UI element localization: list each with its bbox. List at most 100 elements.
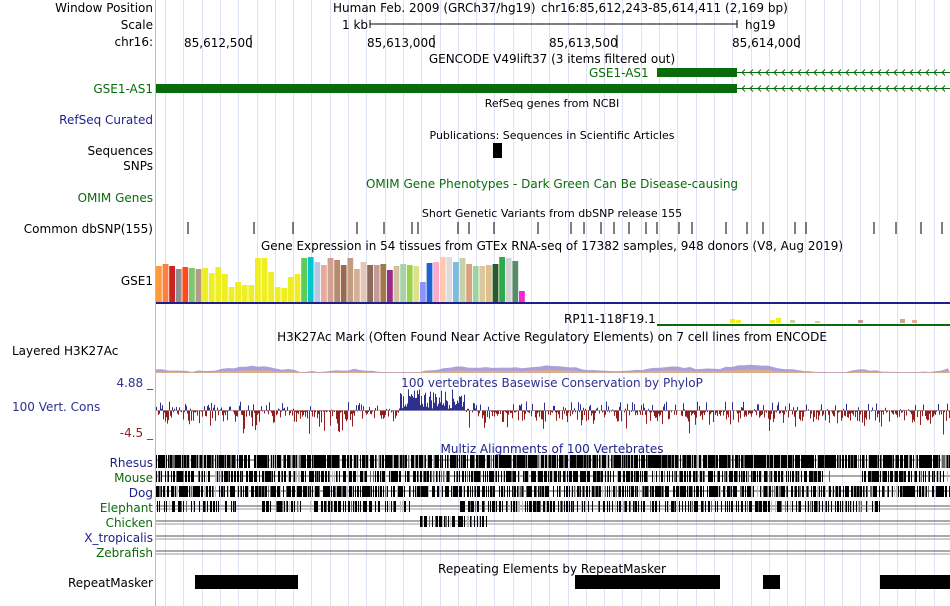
alignment-block	[638, 501, 639, 512]
alignment-block	[245, 486, 246, 497]
gtex-second-gene-label[interactable]: RP11-118F19.1	[564, 312, 656, 326]
alignment-block	[441, 486, 442, 497]
alignment-block	[694, 501, 695, 512]
alignment-block	[184, 455, 185, 468]
repeat-element[interactable]	[763, 575, 780, 589]
alignment-block	[658, 486, 659, 497]
alignment-block	[900, 471, 901, 482]
alignment-block	[172, 486, 173, 497]
alignment-block	[874, 486, 875, 497]
alignment-block	[811, 455, 812, 468]
alignment-block	[781, 471, 782, 482]
alignment-block	[199, 486, 200, 497]
alignment-block	[850, 501, 851, 512]
dbsnp-side-label[interactable]: Common dbSNP(155)	[23, 222, 153, 236]
alignment-block	[721, 455, 722, 468]
alignment-block	[171, 486, 172, 497]
alignment-block	[183, 486, 184, 497]
alignment-block	[336, 471, 337, 482]
alignment-block	[712, 455, 713, 468]
alignment-block	[339, 486, 340, 497]
snps-side-label[interactable]: SNPs	[123, 159, 153, 173]
alignment-block	[515, 486, 516, 497]
gtex-second-gene-bars[interactable]	[730, 318, 917, 323]
phylop-signal[interactable]	[156, 389, 950, 435]
alignment-block	[344, 455, 345, 468]
alignment-block	[610, 471, 611, 482]
species-label-mouse[interactable]: Mouse	[114, 471, 153, 485]
gtex-bar	[420, 282, 426, 302]
gtex-side-label[interactable]: GSE1	[120, 274, 153, 288]
repeat-element[interactable]	[880, 575, 950, 589]
alignment-block	[445, 486, 446, 497]
h3k27ac-side-label[interactable]: Layered H3K27Ac	[12, 344, 119, 358]
h3k27ac-signal-layer[interactable]	[156, 369, 950, 373]
species-label-x-tropicalis[interactable]: X_tropicalis	[84, 531, 153, 545]
alignment-block	[722, 471, 723, 482]
alignment-block	[602, 471, 603, 482]
alignment-block	[842, 455, 843, 468]
alignment-block	[840, 486, 841, 497]
alignment-block	[626, 471, 627, 482]
alignment-block	[567, 501, 568, 512]
gencode-exon[interactable]	[657, 68, 737, 77]
alignment-block	[494, 486, 495, 497]
strand-arrow	[757, 85, 762, 92]
alignment-block	[462, 516, 463, 527]
alignment-block	[477, 516, 478, 527]
alignment-block	[393, 501, 394, 512]
species-label-chicken[interactable]: Chicken	[105, 516, 153, 530]
alignment-block	[440, 516, 441, 527]
dbsnp-variants[interactable]	[187, 222, 943, 234]
species-label-rhesus[interactable]: Rhesus	[109, 456, 153, 470]
species-label-dog[interactable]: Dog	[128, 486, 153, 500]
alignment-block	[730, 471, 731, 482]
phylop-side-label[interactable]: 100 Vert. Cons	[12, 400, 101, 414]
alignment-block	[497, 455, 498, 468]
alignment-block	[364, 471, 365, 482]
gencode-item-label[interactable]: GSE1-AS1	[589, 66, 649, 80]
alignment-block	[527, 455, 528, 468]
alignment-block	[310, 455, 311, 468]
gencode-side-label[interactable]: GSE1-AS1	[93, 82, 153, 96]
alignment-block	[940, 486, 941, 497]
alignment-block	[831, 501, 832, 512]
alignment-block	[224, 471, 225, 482]
species-label-elephant[interactable]: Elephant	[99, 501, 153, 515]
repeat-element[interactable]	[195, 575, 298, 589]
alignment-block	[292, 501, 293, 512]
alignment-block	[494, 501, 495, 512]
alignment-block	[349, 471, 350, 482]
alignment-block	[762, 455, 763, 468]
alignment-block	[604, 501, 605, 512]
alignment-block	[159, 501, 160, 512]
repeatmasker-side-label[interactable]: RepeatMasker	[67, 576, 153, 590]
alignment-block	[492, 486, 493, 497]
gencode-exon[interactable]	[156, 84, 737, 93]
repeat-element[interactable]	[575, 575, 720, 589]
alignment-block	[179, 455, 180, 468]
alignment-block	[531, 471, 532, 482]
publications-side-label[interactable]: Sequences	[87, 144, 153, 158]
alignment-block	[429, 455, 430, 468]
gtex-bar-chart[interactable]	[156, 257, 525, 302]
alignment-block	[820, 455, 821, 468]
species-label-zebrafish[interactable]: Zebrafish	[96, 546, 153, 560]
alignment-block	[746, 471, 747, 482]
alignment-block	[838, 486, 839, 497]
omim-side-label[interactable]: OMIM Genes	[77, 191, 153, 205]
alignment-block	[670, 455, 671, 468]
alignment-block	[423, 471, 424, 482]
refseq-side-label[interactable]: RefSeq Curated	[59, 113, 153, 127]
publication-sequence-feature[interactable]	[493, 143, 502, 158]
alignment-block	[569, 486, 570, 497]
alignment-block	[242, 471, 243, 482]
alignment-block	[751, 455, 752, 468]
alignment-block	[446, 516, 447, 527]
alignment-block	[708, 471, 709, 482]
alignment-block	[409, 455, 410, 468]
multiz-alignments[interactable]	[156, 455, 950, 555]
alignment-block	[354, 455, 355, 468]
